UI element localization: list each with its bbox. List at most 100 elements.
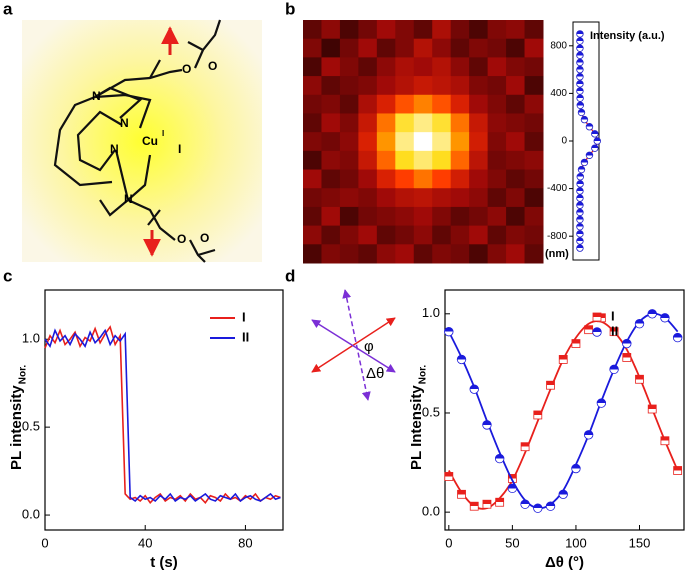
heatmap-cell [524,244,544,264]
atom-label: Cu [142,134,158,148]
profile-point [576,73,584,81]
y-tick-label: 1.0 [422,305,440,320]
heatmap-cell [303,113,322,133]
heatmap-cell [469,132,489,152]
heatmap-cell [432,94,452,114]
heatmap-cell [358,169,378,189]
heatmap-cell [339,57,359,77]
heatmap-cell [432,20,452,40]
heatmap-cell [469,225,489,245]
heatmap-cell [376,206,396,227]
heatmap-cell [524,94,544,114]
y-tick-label: -800 [547,231,567,242]
heatmap-cell [432,206,452,227]
heatmap-cell [376,132,396,152]
atom-label: N [92,89,101,103]
legend-label: II [242,329,249,344]
heatmap-cell [450,169,470,189]
y-axis-label: PL Intensity [408,385,425,470]
profile-point [576,87,584,95]
data-point [457,489,466,499]
x-tick-label: 50 [505,535,519,550]
profile-point [591,144,599,152]
heatmap-cell [339,132,359,152]
heatmap-cell [321,38,341,58]
heatmap-cell [450,94,470,114]
legend-swatch [592,327,602,337]
heatmap-cell [487,57,507,77]
heatmap-cell [413,169,433,189]
profile-point [576,244,584,252]
profile-point [576,51,584,60]
profile-point [576,208,584,217]
profile-point [576,230,584,238]
heatmap-cell [303,57,322,77]
heatmap-cell [450,188,470,208]
profile-point [576,101,584,109]
data-point [546,380,555,390]
panel-label: b [285,0,295,18]
heatmap-cell [413,188,433,208]
heatmap-cell [413,244,433,264]
heatmap-cell [506,132,526,152]
heatmap-cell [376,38,396,58]
profile-point [576,65,584,74]
profile-point [591,130,599,138]
fit-line [448,312,679,510]
heatmap-cell [524,225,544,245]
profile-point [576,187,584,195]
heatmap-cell [321,169,341,189]
heatmap-cell [339,188,359,208]
heatmap-cell [358,57,378,77]
heatmap-cell [376,20,396,40]
heatmap-cell [303,150,322,171]
heatmap-cell [321,20,341,40]
heatmap-cell [506,169,526,189]
panel-label: c [3,266,12,285]
heatmap-cell [506,38,526,58]
data-point [622,338,632,349]
heatmap-cell [303,38,322,58]
heatmap-cell [413,38,433,58]
heatmap-cell [358,94,378,114]
heatmap-cell [339,76,359,96]
heatmap-cell [358,20,378,40]
heatmap-cell [432,244,452,264]
heatmap-cell [303,132,322,152]
heatmap-cell [395,38,415,58]
profile-point [585,151,594,159]
heatmap-cell [303,225,322,245]
data-point [520,442,530,452]
data-point [609,327,619,337]
heatmap-cell [487,76,507,96]
heatmap-cell [376,57,396,77]
data-point [456,354,467,365]
data-point [469,384,479,394]
y-axis-label: (nm) [545,248,569,260]
heatmap-cell [506,113,526,133]
data-point [571,463,581,474]
heatmap-cell [487,38,507,58]
profile-point [593,137,601,145]
heatmap-cell [506,94,526,114]
angle-label: Δθ [366,365,384,382]
heatmap-cell [321,113,341,133]
profile-point [580,158,589,167]
heatmap-cell [524,169,544,189]
data-point [482,499,492,509]
heatmap-cell [487,225,507,245]
legend-label: II [611,323,618,338]
y-tick-label: 0.5 [422,404,440,419]
heatmap-cell [469,38,489,58]
plot-frame [444,289,685,531]
heatmap-cell [524,113,544,133]
heatmap-cell [487,94,507,114]
heatmap-cell [524,206,544,227]
x-axis-label: t (s) [150,554,178,571]
heatmap-cell [450,150,470,171]
data-point [444,472,454,481]
heatmap-cell [321,150,341,171]
heatmap-cell [376,188,396,208]
